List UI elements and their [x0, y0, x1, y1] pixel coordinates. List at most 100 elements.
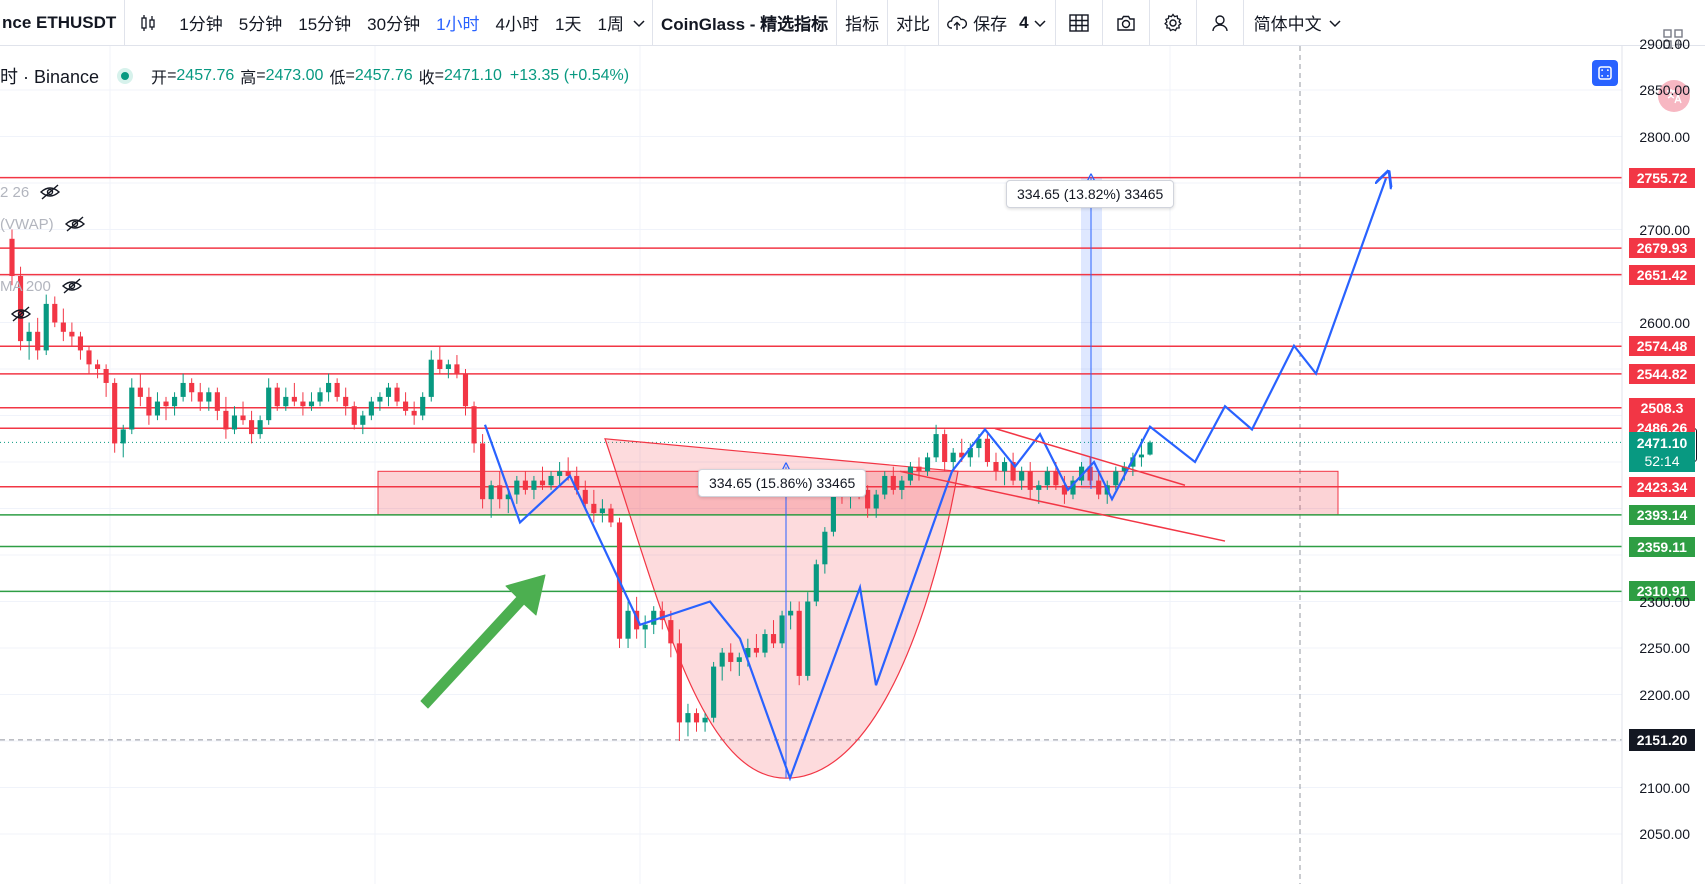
candle-body [668, 620, 674, 644]
add-widget-button[interactable] [1658, 24, 1688, 54]
candle-body [240, 415, 246, 421]
candle-body [805, 601, 811, 676]
candle-up [779, 610, 785, 648]
translate-button[interactable] [1658, 80, 1690, 112]
candle-body [796, 610, 802, 676]
compare-button[interactable]: 对比 [896, 15, 931, 34]
candle-body [608, 508, 614, 523]
candle-down [1027, 462, 1033, 500]
price-tag-support: 2393.14 [1629, 504, 1695, 525]
candle-body [488, 485, 494, 500]
layout-count-button[interactable]: 4 [1015, 0, 1054, 46]
layout-grid-button[interactable] [1056, 0, 1102, 46]
indicator-hidden[interactable] [0, 305, 32, 323]
axis-tick-label: 2600.00 [1639, 314, 1690, 331]
candle-body [745, 648, 751, 658]
candle-body [865, 489, 871, 509]
candle-body [454, 364, 460, 374]
candle-up [719, 648, 725, 681]
candle-up [788, 601, 794, 630]
indicator-macd[interactable]: 2 26 [0, 183, 61, 201]
candle-down [753, 634, 759, 658]
candle-up [1147, 440, 1153, 456]
candle-body [993, 462, 999, 472]
candle-down [146, 387, 152, 425]
candle-down [770, 620, 777, 648]
candle-body [1001, 462, 1008, 472]
candle-up [129, 378, 135, 435]
fit-icon [1598, 66, 1612, 80]
candle-down [35, 317, 41, 360]
eye-off-icon[interactable] [61, 277, 83, 295]
candle-body [497, 485, 503, 500]
candle-body [548, 475, 554, 486]
high-value: 2473.00 [265, 67, 324, 84]
price-tag-resistance: 2544.82 [1629, 363, 1695, 384]
chevron-down-icon [1034, 19, 1046, 27]
interval-5m[interactable]: 5分钟 [238, 15, 283, 34]
chevron-down-icon [1329, 19, 1341, 27]
interval-1w[interactable]: 1周 [597, 15, 624, 34]
candle-up [557, 462, 563, 486]
toolbar-divider [938, 0, 940, 46]
candle-down [189, 378, 195, 402]
eye-off-icon[interactable] [39, 183, 61, 201]
legend: 时 · Binance 开 = 2457.76 高 = 2473.00 低 = 2457.7… [0, 63, 629, 89]
eye-off-icon[interactable] [10, 305, 32, 323]
interval-30m[interactable]: 30分钟 [367, 15, 421, 34]
save-button[interactable]: 保存 [939, 0, 1015, 46]
candle-down [69, 322, 75, 346]
candle-body [1087, 466, 1093, 481]
candle-down [60, 308, 66, 342]
interval-1d[interactable]: 1天 [555, 15, 582, 34]
bar-countdown: 52:14 [1644, 453, 1680, 470]
crosshair-price-tag: 2151.20 [1629, 728, 1695, 751]
candle-up [933, 424, 939, 462]
candle-body [249, 420, 255, 435]
eye-off-icon[interactable] [64, 215, 86, 233]
candle-down [197, 382, 203, 411]
candle-body [257, 420, 263, 435]
language-selector[interactable]: 简体中文 [1244, 0, 1350, 46]
candle-down [984, 434, 990, 467]
price-chart[interactable] [0, 46, 1705, 884]
candle-down [163, 396, 169, 421]
candle-body [77, 336, 84, 351]
account-button[interactable] [1197, 0, 1243, 46]
symbol-selector[interactable]: nce ETHUSDT [2, 12, 117, 32]
indicator-vwap[interactable]: (VWAP) [0, 215, 86, 233]
candle-down [17, 266, 24, 351]
candle-body [1036, 485, 1042, 490]
candle-down [1096, 471, 1102, 500]
candle-body [539, 480, 546, 486]
candle-body [505, 494, 511, 500]
candle-down [497, 471, 503, 509]
candle-up [385, 382, 392, 407]
indicator-ma200[interactable]: MA 200 [0, 277, 83, 295]
settings-button[interactable] [1150, 0, 1196, 46]
candle-body [103, 369, 109, 383]
candle-up [950, 448, 956, 472]
snapshot-button[interactable] [1103, 0, 1149, 46]
axis-tick-label: 2850.00 [1639, 82, 1690, 98]
indicators-button[interactable]: 指标 [845, 15, 880, 34]
candle-body [1044, 471, 1050, 486]
candle-body [283, 396, 289, 407]
open-label: 开 [151, 70, 168, 87]
coinglass-indicators-button[interactable]: CoinGlass - 精选指标 [660, 15, 829, 34]
interval-1m[interactable]: 1分钟 [179, 15, 223, 34]
scale-mode-button[interactable] [1592, 60, 1618, 86]
candle-down [480, 434, 486, 509]
candle-body [1010, 462, 1016, 481]
indicator-label: 2 26 [0, 183, 30, 201]
candle-down [77, 331, 84, 360]
interval-4h[interactable]: 4小时 [495, 15, 540, 34]
interval-dropdown[interactable] [626, 0, 652, 46]
candle-down [942, 429, 948, 472]
candle-body [770, 634, 777, 644]
interval-15m[interactable]: 15分钟 [298, 15, 352, 34]
user-icon [1211, 14, 1228, 31]
interval-1h[interactable]: 1小时 [436, 15, 480, 34]
chart-style-button[interactable] [125, 0, 171, 46]
candle-body [1147, 442, 1153, 455]
